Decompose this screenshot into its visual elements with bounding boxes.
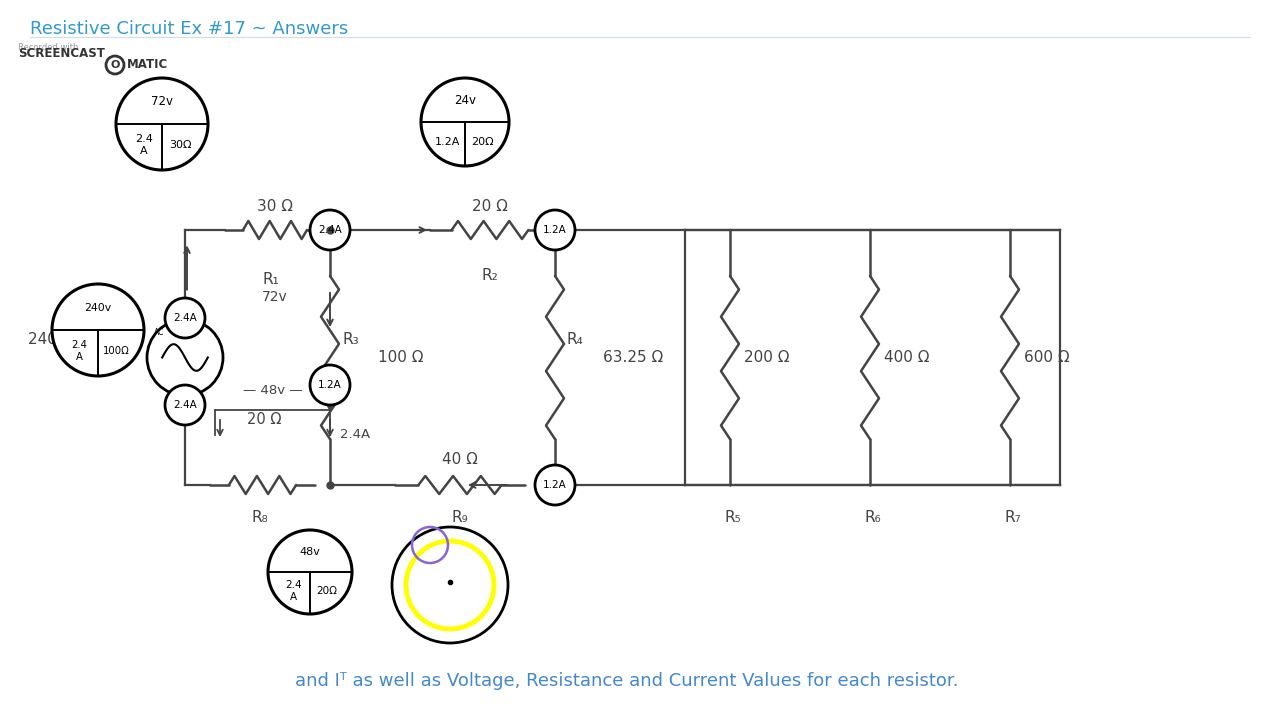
Circle shape [268,530,352,614]
Text: Recorded with: Recorded with [18,43,78,52]
Text: 100Ω: 100Ω [102,346,129,356]
Text: R₇: R₇ [1005,510,1021,525]
Text: 100 Ω: 100 Ω [378,350,424,365]
Text: 40 Ω: 40 Ω [442,452,477,467]
Text: O: O [110,60,120,70]
Text: AC: AC [154,328,164,337]
Text: R₈: R₈ [252,510,269,525]
Text: 240v: 240v [84,303,111,313]
Text: R₁: R₁ [262,272,279,287]
Circle shape [310,365,349,405]
Text: 30Ω: 30Ω [169,140,192,150]
Text: 24v: 24v [454,94,476,107]
Text: Resistive Circuit Ex #17 ~ Answers: Resistive Circuit Ex #17 ~ Answers [29,20,348,38]
Text: 1.2A: 1.2A [319,380,342,390]
Circle shape [147,320,223,395]
Text: 2.4A: 2.4A [340,428,370,441]
Text: 72v: 72v [151,96,173,109]
Text: 63.25 Ω: 63.25 Ω [603,350,663,365]
Circle shape [406,541,494,629]
Text: 20Ω: 20Ω [316,586,338,596]
Text: 2.4A: 2.4A [173,400,197,410]
Circle shape [421,78,509,166]
Circle shape [310,210,349,250]
Text: R₄: R₄ [567,332,584,347]
Text: SCREENCAST: SCREENCAST [18,47,105,60]
Text: 2.4
A: 2.4 A [285,580,302,602]
Text: and Iᵀ as well as Voltage, Resistance and Current Values for each resistor.: and Iᵀ as well as Voltage, Resistance an… [294,672,959,690]
Text: 2.4
A: 2.4 A [134,134,152,156]
Circle shape [165,298,205,338]
Circle shape [52,284,143,376]
Text: R₆: R₆ [865,510,882,525]
Text: R₂: R₂ [481,268,498,283]
Text: 48v: 48v [300,547,320,557]
Text: 20 Ω: 20 Ω [472,199,508,214]
Text: R₅: R₅ [724,510,741,525]
Circle shape [535,210,575,250]
Text: R₃: R₃ [342,332,358,347]
Text: 600 Ω: 600 Ω [1024,350,1070,365]
Text: MATIC: MATIC [127,58,168,71]
Circle shape [535,465,575,505]
Text: 20Ω: 20Ω [471,137,494,147]
Text: 20 Ω: 20 Ω [247,412,282,427]
Text: 1.2A: 1.2A [543,225,567,235]
Circle shape [116,78,207,170]
Text: 2.4A: 2.4A [319,225,342,235]
Text: 72v: 72v [262,290,288,304]
Text: 2.4
A: 2.4 A [72,340,87,361]
Text: 200 Ω: 200 Ω [744,350,790,365]
Circle shape [106,56,124,74]
Text: R₉: R₉ [452,510,468,525]
Text: 400 Ω: 400 Ω [884,350,929,365]
Text: 240 Vᵀ: 240 Vᵀ [28,332,78,347]
Text: — 48v —: — 48v — [243,384,303,397]
Text: 30 Ω: 30 Ω [257,199,293,214]
Text: 2.4A: 2.4A [173,313,197,323]
Text: 1.2A: 1.2A [435,137,460,147]
Circle shape [165,385,205,425]
Text: 1.2A: 1.2A [543,480,567,490]
